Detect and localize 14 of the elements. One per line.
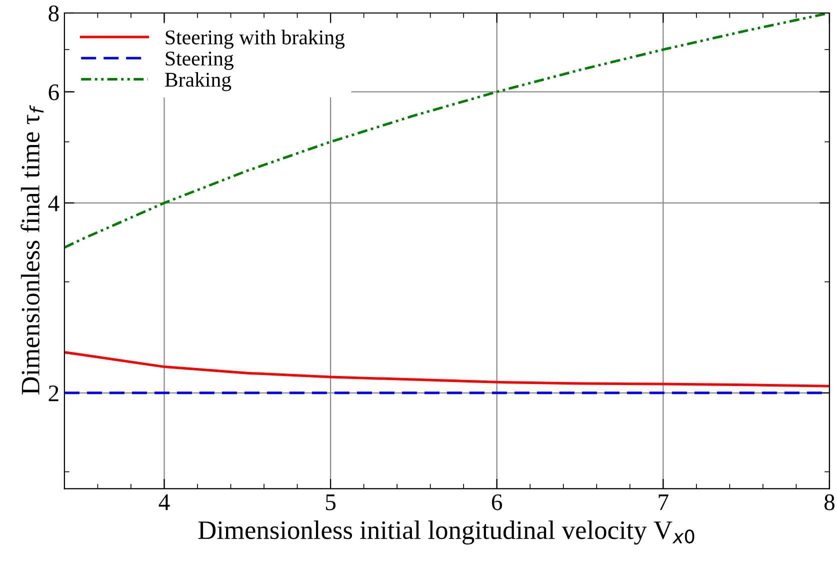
y-tick-label: 8 (48, 5, 59, 22)
legend-label: Braking (165, 72, 232, 92)
y-tick-label: 6 (48, 84, 59, 100)
x-axis-title: Dimensionless initial longitudinal velocity V$_{x0}$ (198, 520, 694, 545)
x-tick-label: 7 (658, 494, 668, 510)
legend-label: Steering (166, 52, 234, 70)
x-tick-label: 8 (824, 494, 834, 510)
y-tick-label: 2 (48, 385, 58, 402)
x-tick-label: 4 (158, 494, 170, 510)
x-tick-label: 5 (326, 494, 336, 510)
y-tick-label: 4 (48, 196, 60, 212)
x-tick-label: 6 (492, 494, 502, 510)
y-axis-title: Dimensionless final time τ$_{f}$ (20, 105, 44, 394)
legend-label: Steering with braking (166, 30, 345, 49)
